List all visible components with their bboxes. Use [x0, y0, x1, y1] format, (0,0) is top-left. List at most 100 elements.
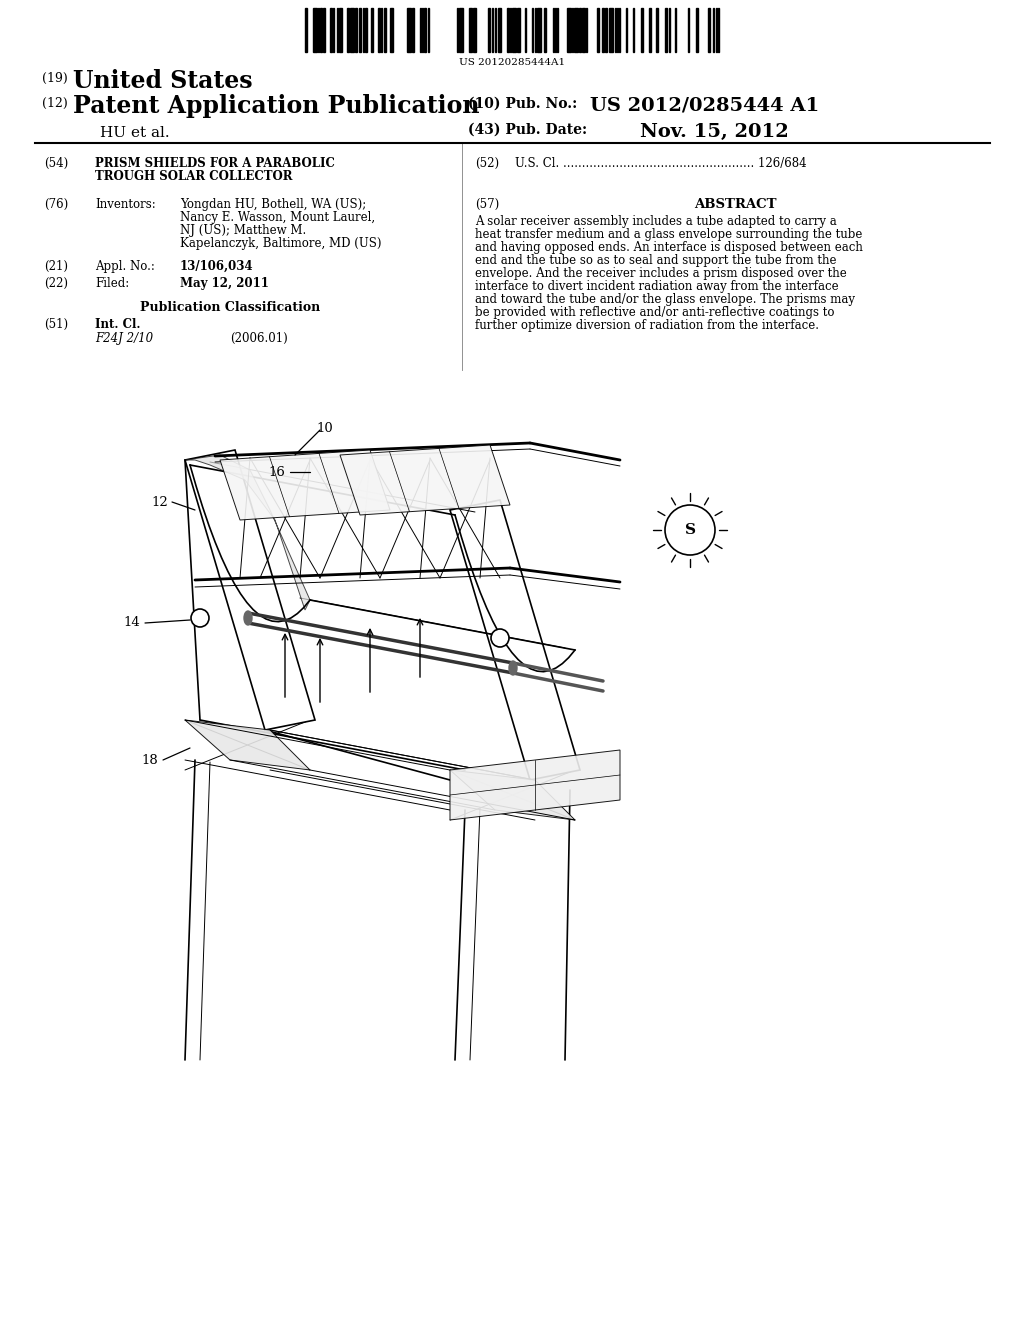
Bar [424, 8, 426, 51]
Bar [330, 8, 332, 51]
Text: interface to divert incident radiation away from the interface: interface to divert incident radiation a… [475, 280, 839, 293]
Polygon shape [185, 455, 310, 610]
Text: 18: 18 [141, 754, 158, 767]
Text: end and the tube so as to seal and support the tube from the: end and the tube so as to seal and suppo… [475, 253, 837, 267]
Text: (52): (52) [475, 157, 499, 170]
Bar [574, 8, 578, 51]
Text: (57): (57) [475, 198, 500, 211]
Polygon shape [185, 719, 310, 770]
Circle shape [490, 630, 509, 647]
Text: A solar receiver assembly includes a tube adapted to carry a: A solar receiver assembly includes a tub… [475, 215, 837, 228]
Text: Yongdan HU, Bothell, WA (US);: Yongdan HU, Bothell, WA (US); [180, 198, 367, 211]
Bar [641, 8, 643, 51]
Bar [656, 8, 658, 51]
Text: S: S [684, 523, 695, 537]
Bar [323, 8, 325, 51]
Text: (22): (22) [44, 277, 68, 290]
Text: (2006.01): (2006.01) [230, 333, 288, 345]
Bar [696, 8, 698, 51]
Polygon shape [450, 750, 620, 820]
Bar [602, 8, 604, 51]
Bar [609, 8, 613, 51]
Text: United States: United States [73, 69, 253, 92]
Bar [488, 8, 490, 51]
Bar [469, 8, 472, 51]
Bar [350, 8, 354, 51]
Text: Filed:: Filed: [95, 277, 129, 290]
Text: Publication Classification: Publication Classification [140, 301, 321, 314]
Circle shape [665, 506, 715, 554]
Text: 16: 16 [268, 466, 285, 479]
Text: be provided with reflective and/or anti-reflective coatings to: be provided with reflective and/or anti-… [475, 306, 835, 319]
Text: NJ (US); Matthew M.: NJ (US); Matthew M. [180, 224, 306, 238]
Bar [313, 8, 317, 51]
Bar [579, 8, 581, 51]
Bar [605, 8, 607, 51]
Polygon shape [450, 770, 575, 820]
Bar [649, 8, 651, 51]
Bar [384, 8, 386, 51]
Text: US 2012/0285444 A1: US 2012/0285444 A1 [590, 96, 819, 115]
Text: 10: 10 [316, 422, 334, 436]
Polygon shape [340, 445, 510, 515]
Bar [459, 8, 463, 51]
Bar [665, 8, 667, 51]
Text: envelope. And the receiver includes a prism disposed over the: envelope. And the receiver includes a pr… [475, 267, 847, 280]
Bar [365, 8, 367, 51]
Bar [407, 8, 411, 51]
Bar [390, 8, 393, 51]
Bar [378, 8, 380, 51]
Ellipse shape [244, 611, 252, 624]
Bar [359, 8, 361, 51]
Text: ABSTRACT: ABSTRACT [693, 198, 776, 211]
Bar [319, 8, 322, 51]
Bar [512, 8, 516, 51]
Bar [517, 8, 520, 51]
Bar [708, 8, 710, 51]
Bar [507, 8, 509, 51]
Bar [544, 8, 546, 51]
Ellipse shape [509, 661, 517, 675]
Polygon shape [185, 450, 315, 730]
Text: F24J 2/10: F24J 2/10 [95, 333, 154, 345]
Text: 14: 14 [123, 616, 140, 630]
Text: US 20120285444A1: US 20120285444A1 [459, 58, 565, 67]
Text: heat transfer medium and a glass envelope surrounding the tube: heat transfer medium and a glass envelop… [475, 228, 862, 242]
Bar [537, 8, 541, 51]
Text: TROUGH SOLAR COLLECTOR: TROUGH SOLAR COLLECTOR [95, 170, 293, 183]
Text: Kapelanczyk, Baltimore, MD (US): Kapelanczyk, Baltimore, MD (US) [180, 238, 382, 249]
Text: Int. Cl.: Int. Cl. [95, 318, 140, 331]
Text: Inventors:: Inventors: [95, 198, 156, 211]
Text: (12): (12) [42, 96, 72, 110]
Text: further optimize diversion of radiation from the interface.: further optimize diversion of radiation … [475, 319, 819, 333]
Polygon shape [450, 500, 580, 780]
Text: PRISM SHIELDS FOR A PARABOLIC: PRISM SHIELDS FOR A PARABOLIC [95, 157, 335, 170]
Text: (51): (51) [44, 318, 69, 331]
Circle shape [191, 609, 209, 627]
Text: U.S. Cl. ................................................... 126/684: U.S. Cl. ...............................… [515, 157, 807, 170]
Text: (19): (19) [42, 73, 72, 84]
Bar [347, 8, 349, 51]
Text: HU et al.: HU et al. [100, 125, 170, 140]
Text: Patent Application Publication: Patent Application Publication [73, 94, 479, 117]
Bar [412, 8, 414, 51]
Bar [597, 8, 599, 51]
Text: and having opposed ends. An interface is disposed between each: and having opposed ends. An interface is… [475, 242, 863, 253]
Text: (43) Pub. Date:: (43) Pub. Date: [468, 123, 587, 137]
Text: (76): (76) [44, 198, 69, 211]
Bar [371, 8, 373, 51]
Text: Appl. No.:: Appl. No.: [95, 260, 155, 273]
Text: Nov. 15, 2012: Nov. 15, 2012 [640, 123, 788, 141]
Text: Nancy E. Wasson, Mount Laurel,: Nancy E. Wasson, Mount Laurel, [180, 211, 375, 224]
Text: and toward the tube and/or the glass envelope. The prisms may: and toward the tube and/or the glass env… [475, 293, 855, 306]
Bar [498, 8, 501, 51]
Text: (10) Pub. No.:: (10) Pub. No.: [468, 96, 578, 111]
Bar [582, 8, 585, 51]
Bar [305, 8, 307, 51]
Bar [339, 8, 342, 51]
Bar [473, 8, 476, 51]
Bar [355, 8, 357, 51]
Text: May 12, 2011: May 12, 2011 [180, 277, 269, 290]
Polygon shape [220, 450, 390, 520]
Text: 12: 12 [152, 495, 168, 508]
